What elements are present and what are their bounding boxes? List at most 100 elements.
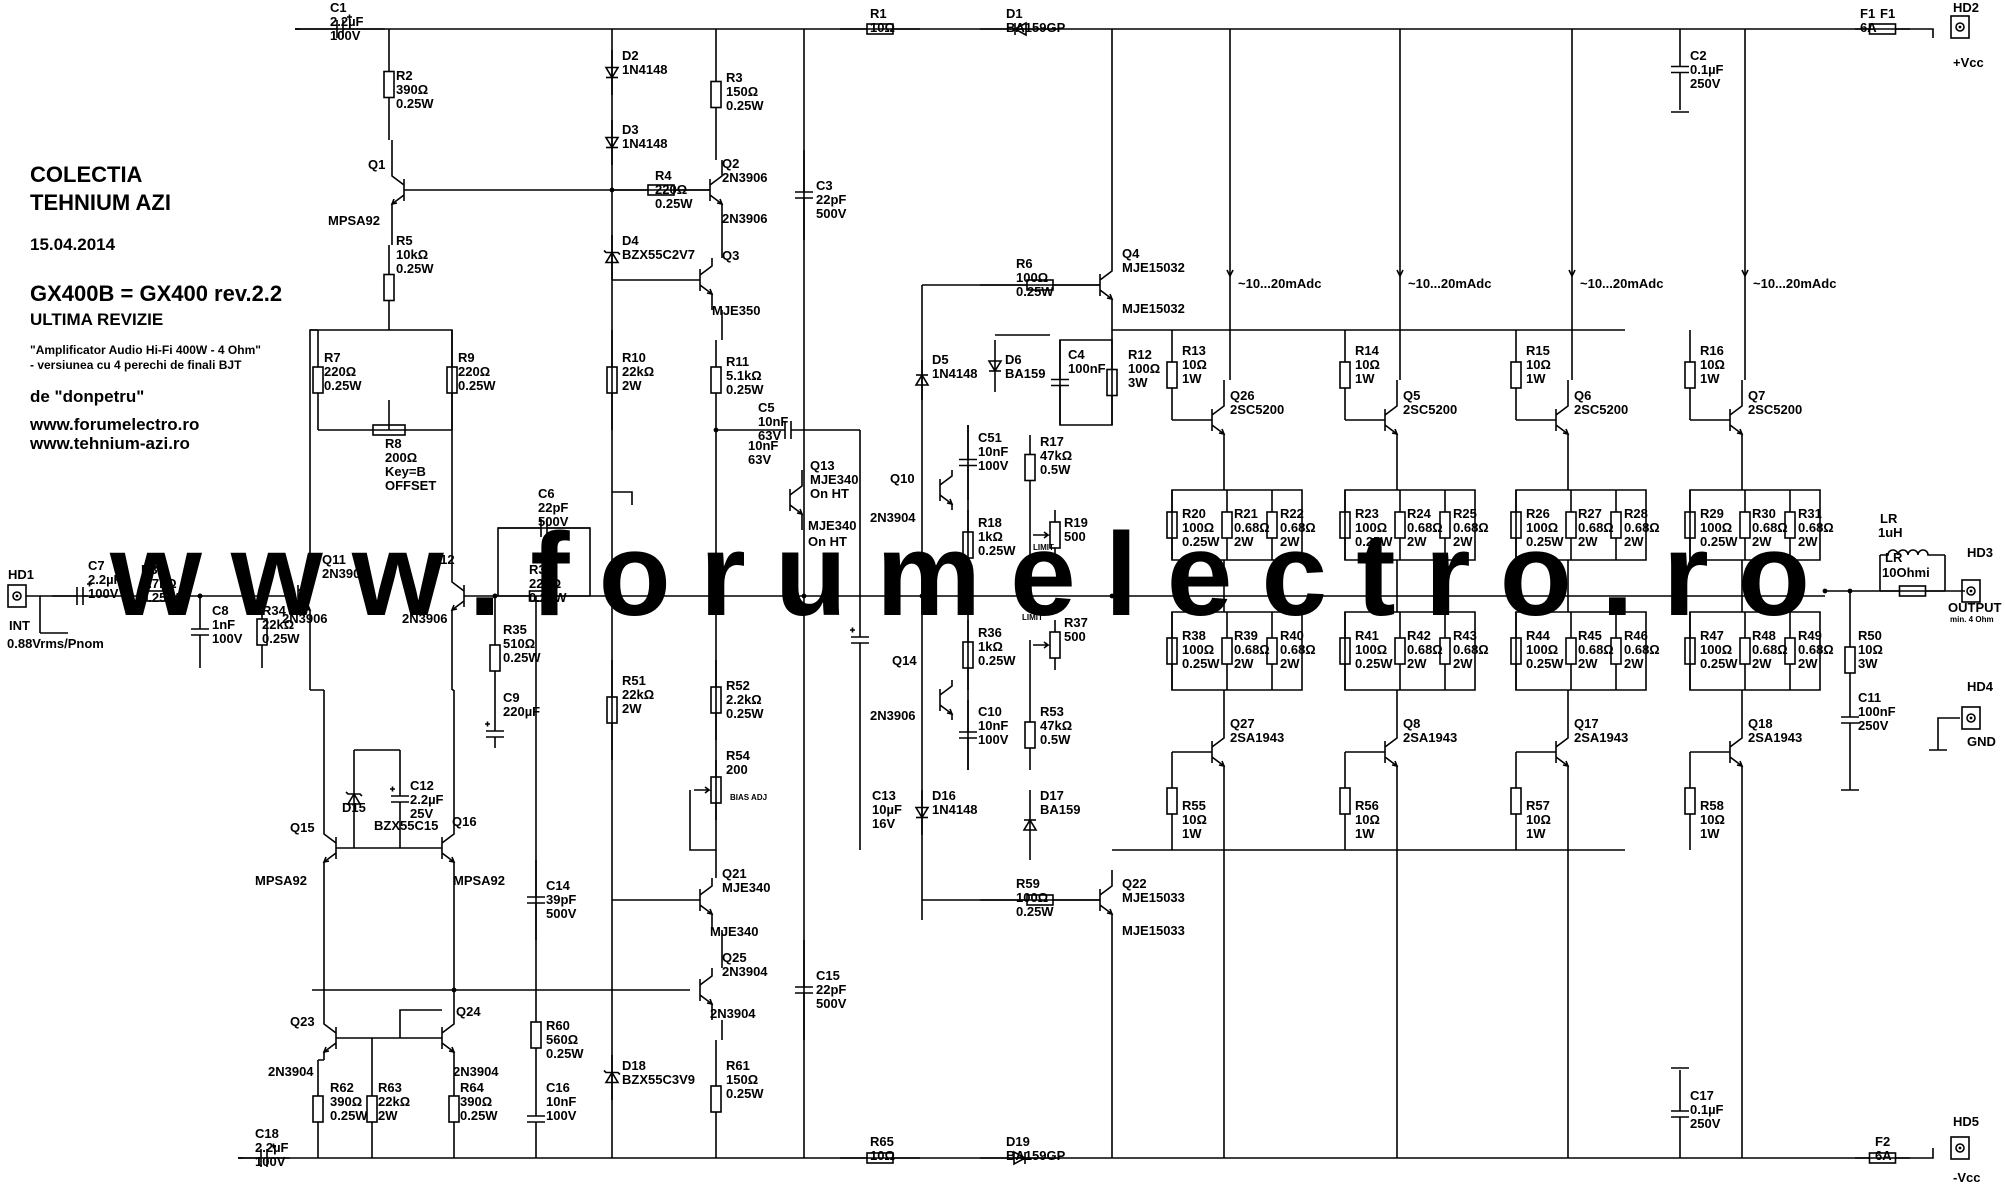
component-value: 100Ω xyxy=(1355,520,1387,535)
resistor-r29 xyxy=(1684,511,1696,539)
transistor-q17 xyxy=(1555,730,1570,780)
connector-hd5[interactable] xyxy=(1950,1136,1970,1160)
transistor-q7 xyxy=(1729,380,1744,470)
component-ref: R18 xyxy=(978,515,1002,530)
component-rating: 1W xyxy=(1526,371,1546,386)
component-ref: R63 xyxy=(378,1080,402,1095)
wire xyxy=(1171,489,1303,561)
component-rating: 0.25W xyxy=(396,96,434,111)
potentiometer-r37 xyxy=(1049,631,1061,659)
component-value: BZX55C2V7 xyxy=(622,247,695,262)
component-rating: 0.25W xyxy=(1355,656,1393,671)
component-rating: 100V xyxy=(255,1154,286,1169)
component-value: 2N3906 xyxy=(722,170,768,185)
diode-d6 xyxy=(987,360,1003,373)
resistor-r63 xyxy=(366,1095,378,1123)
component-ref: R33 xyxy=(529,562,553,577)
connector-hd3[interactable] xyxy=(1961,579,1981,603)
component-ref: D19 xyxy=(1006,1134,1030,1149)
component-value: 2N3904 xyxy=(268,1064,314,1079)
component-value: 10Ω xyxy=(1700,357,1725,372)
component-value: MJE350 xyxy=(712,303,760,318)
component-ref: C5 xyxy=(758,400,775,415)
component-value: 2SA1943 xyxy=(1403,730,1457,745)
component-rating: 250V xyxy=(1858,718,1889,733)
component-rating: 0.25W xyxy=(726,382,764,397)
component-rating: 1W xyxy=(1355,371,1375,386)
diode-d17 xyxy=(1022,818,1038,831)
component-ref: R50 xyxy=(1858,628,1882,643)
component-rating: 0.25W xyxy=(726,706,764,721)
wire xyxy=(1879,555,1946,591)
component-ref: D6 xyxy=(1005,352,1022,367)
component-ref: R2 xyxy=(396,68,413,83)
component-rating: 250V xyxy=(1690,1116,1721,1131)
component-value: 100Ω xyxy=(1526,642,1558,657)
component-rating: 1W xyxy=(1700,371,1720,386)
component-ref: R10 xyxy=(622,350,646,365)
website-2: www.tehnium-azi.ro xyxy=(29,434,190,453)
connector-hd1[interactable] xyxy=(7,584,27,608)
component-ref: C4 xyxy=(1068,347,1085,362)
component-rating: 0.25W xyxy=(655,196,693,211)
resistor-r9 xyxy=(446,366,458,394)
component-rating: 2W xyxy=(1624,656,1644,671)
component-value: 22pF xyxy=(816,192,846,207)
diode-d1 xyxy=(1013,21,1027,37)
resistor-r1 xyxy=(866,23,894,35)
connector-label: OUTPUT xyxy=(1948,600,2002,615)
component-ref: Q1 xyxy=(368,157,385,172)
resistor-r61 xyxy=(710,1085,722,1113)
component-value: 100Ω xyxy=(1700,642,1732,657)
wire xyxy=(26,595,88,633)
resistor-r42 xyxy=(1394,637,1406,665)
zener-d18 xyxy=(603,1069,621,1084)
component-value: 150Ω xyxy=(726,84,758,99)
zener-d4 xyxy=(603,249,621,264)
capacitor-c1 xyxy=(336,14,352,38)
capacitor-c2 xyxy=(1671,65,1689,74)
component-value: 22pF xyxy=(538,500,568,515)
component-rating: 0.25W xyxy=(460,1108,498,1123)
component-ref: Q27 xyxy=(1230,716,1255,731)
component-rating: 0.25W xyxy=(262,631,300,646)
capacitor-c9 xyxy=(485,721,504,738)
component-ref: D5 xyxy=(932,352,949,367)
resistor-r27 xyxy=(1565,511,1577,539)
component-rating: 2W xyxy=(1752,534,1772,549)
potentiometer-r8[interactable] xyxy=(372,424,406,436)
component-ref: Q13 xyxy=(810,458,835,473)
component-ref: C16 xyxy=(546,1080,570,1095)
component-value: 2SC5200 xyxy=(1574,402,1628,417)
component-value: 2N3906 xyxy=(402,611,448,626)
component-value: 2SA1943 xyxy=(1574,730,1628,745)
component-rating: 0.25W xyxy=(1526,656,1564,671)
component-ref: D17 xyxy=(1040,788,1064,803)
component-value: 0.1µF xyxy=(1690,62,1724,77)
wire xyxy=(1033,641,1051,649)
resistor-r57 xyxy=(1510,787,1522,815)
capacitor-c8 xyxy=(191,628,209,636)
component-ref: C2 xyxy=(1690,48,1707,63)
resistor-r40 xyxy=(1266,637,1278,665)
component-value: 100Ω xyxy=(1128,361,1160,376)
resistor-r35 xyxy=(489,644,501,672)
component-ref: Q5 xyxy=(1403,388,1420,403)
component-ref: C14 xyxy=(546,878,571,893)
component-rating: 0.25W xyxy=(1182,656,1220,671)
component-extra: OFFSET xyxy=(385,478,436,493)
component-ref: R31 xyxy=(1798,506,1822,521)
junction-dot xyxy=(919,593,925,599)
component-value: 0.68Ω xyxy=(1407,642,1443,657)
component-rating: 16V xyxy=(872,816,895,831)
connector-hd4[interactable] xyxy=(1961,706,1981,730)
component-value: 0.68Ω xyxy=(1624,642,1660,657)
connector-hd2[interactable] xyxy=(1950,15,1970,39)
component-value: 100Ω xyxy=(1182,642,1214,657)
diode-d16 xyxy=(914,806,930,820)
component-ref: Q16 xyxy=(452,814,477,829)
wire xyxy=(715,310,723,850)
component-rating: 2W xyxy=(1624,534,1644,549)
component-value: 500 xyxy=(1064,629,1086,644)
resistor-r11 xyxy=(710,366,722,394)
